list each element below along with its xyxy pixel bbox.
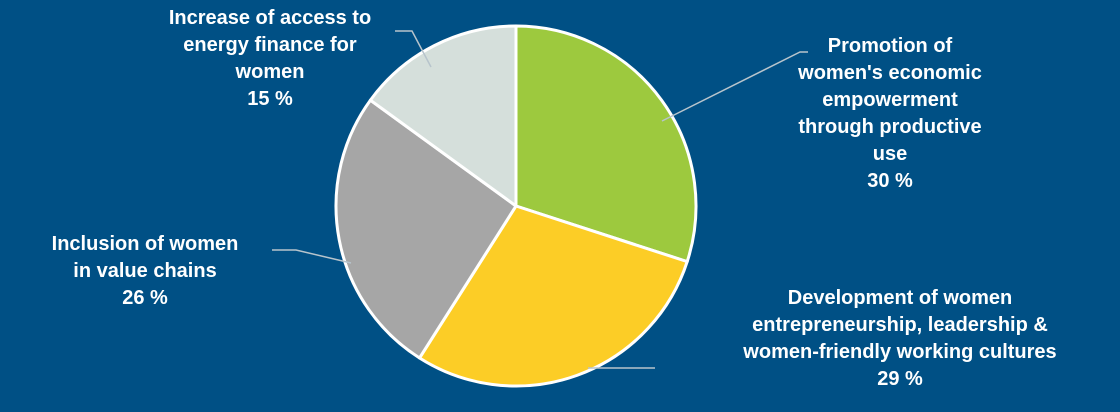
leader-line-energy-finance: [395, 30, 432, 68]
label-line: Inclusion of women: [51, 233, 239, 255]
label-entrepreneurship: Development of women entrepreneurship, l…: [680, 285, 1120, 393]
label-line: empowerment: [822, 89, 958, 111]
label-value-chains: Inclusion of women in value chains 26 %: [10, 231, 280, 312]
label-energy-finance: Increase of access to energy finance for…: [130, 5, 410, 113]
slice-energy-finance: [368, 24, 518, 208]
slices-group: [334, 24, 698, 388]
label-line: Increase of access to: [168, 7, 372, 29]
percent-label: 26 %: [122, 287, 168, 309]
percent-label: 15 %: [247, 88, 293, 110]
label-line: women's economic: [798, 62, 982, 84]
slice-productive-use: [514, 24, 698, 264]
label-productive-use: Promotion of women's economic empowermen…: [740, 33, 1040, 195]
label-line: women: [235, 61, 305, 83]
label-line: through productive: [798, 116, 982, 138]
label-line: Promotion of: [827, 35, 953, 57]
label-line: women-friendly working cultures: [743, 341, 1057, 363]
percent-label: 30 %: [867, 170, 913, 192]
leader-line-productive-use: [661, 51, 808, 122]
slice-entrepreneurship: [418, 204, 689, 388]
label-line: Development of women: [787, 287, 1013, 309]
label-line: entrepreneurship, leadership &: [752, 314, 1048, 336]
label-line: use: [872, 143, 908, 165]
slice-value-chains: [334, 98, 518, 360]
label-line: energy finance for: [183, 34, 357, 56]
leader-line-value-chains: [272, 249, 352, 264]
label-line: in value chains: [73, 260, 217, 282]
percent-label: 29 %: [877, 368, 923, 390]
leader-lines-group: [272, 30, 808, 369]
